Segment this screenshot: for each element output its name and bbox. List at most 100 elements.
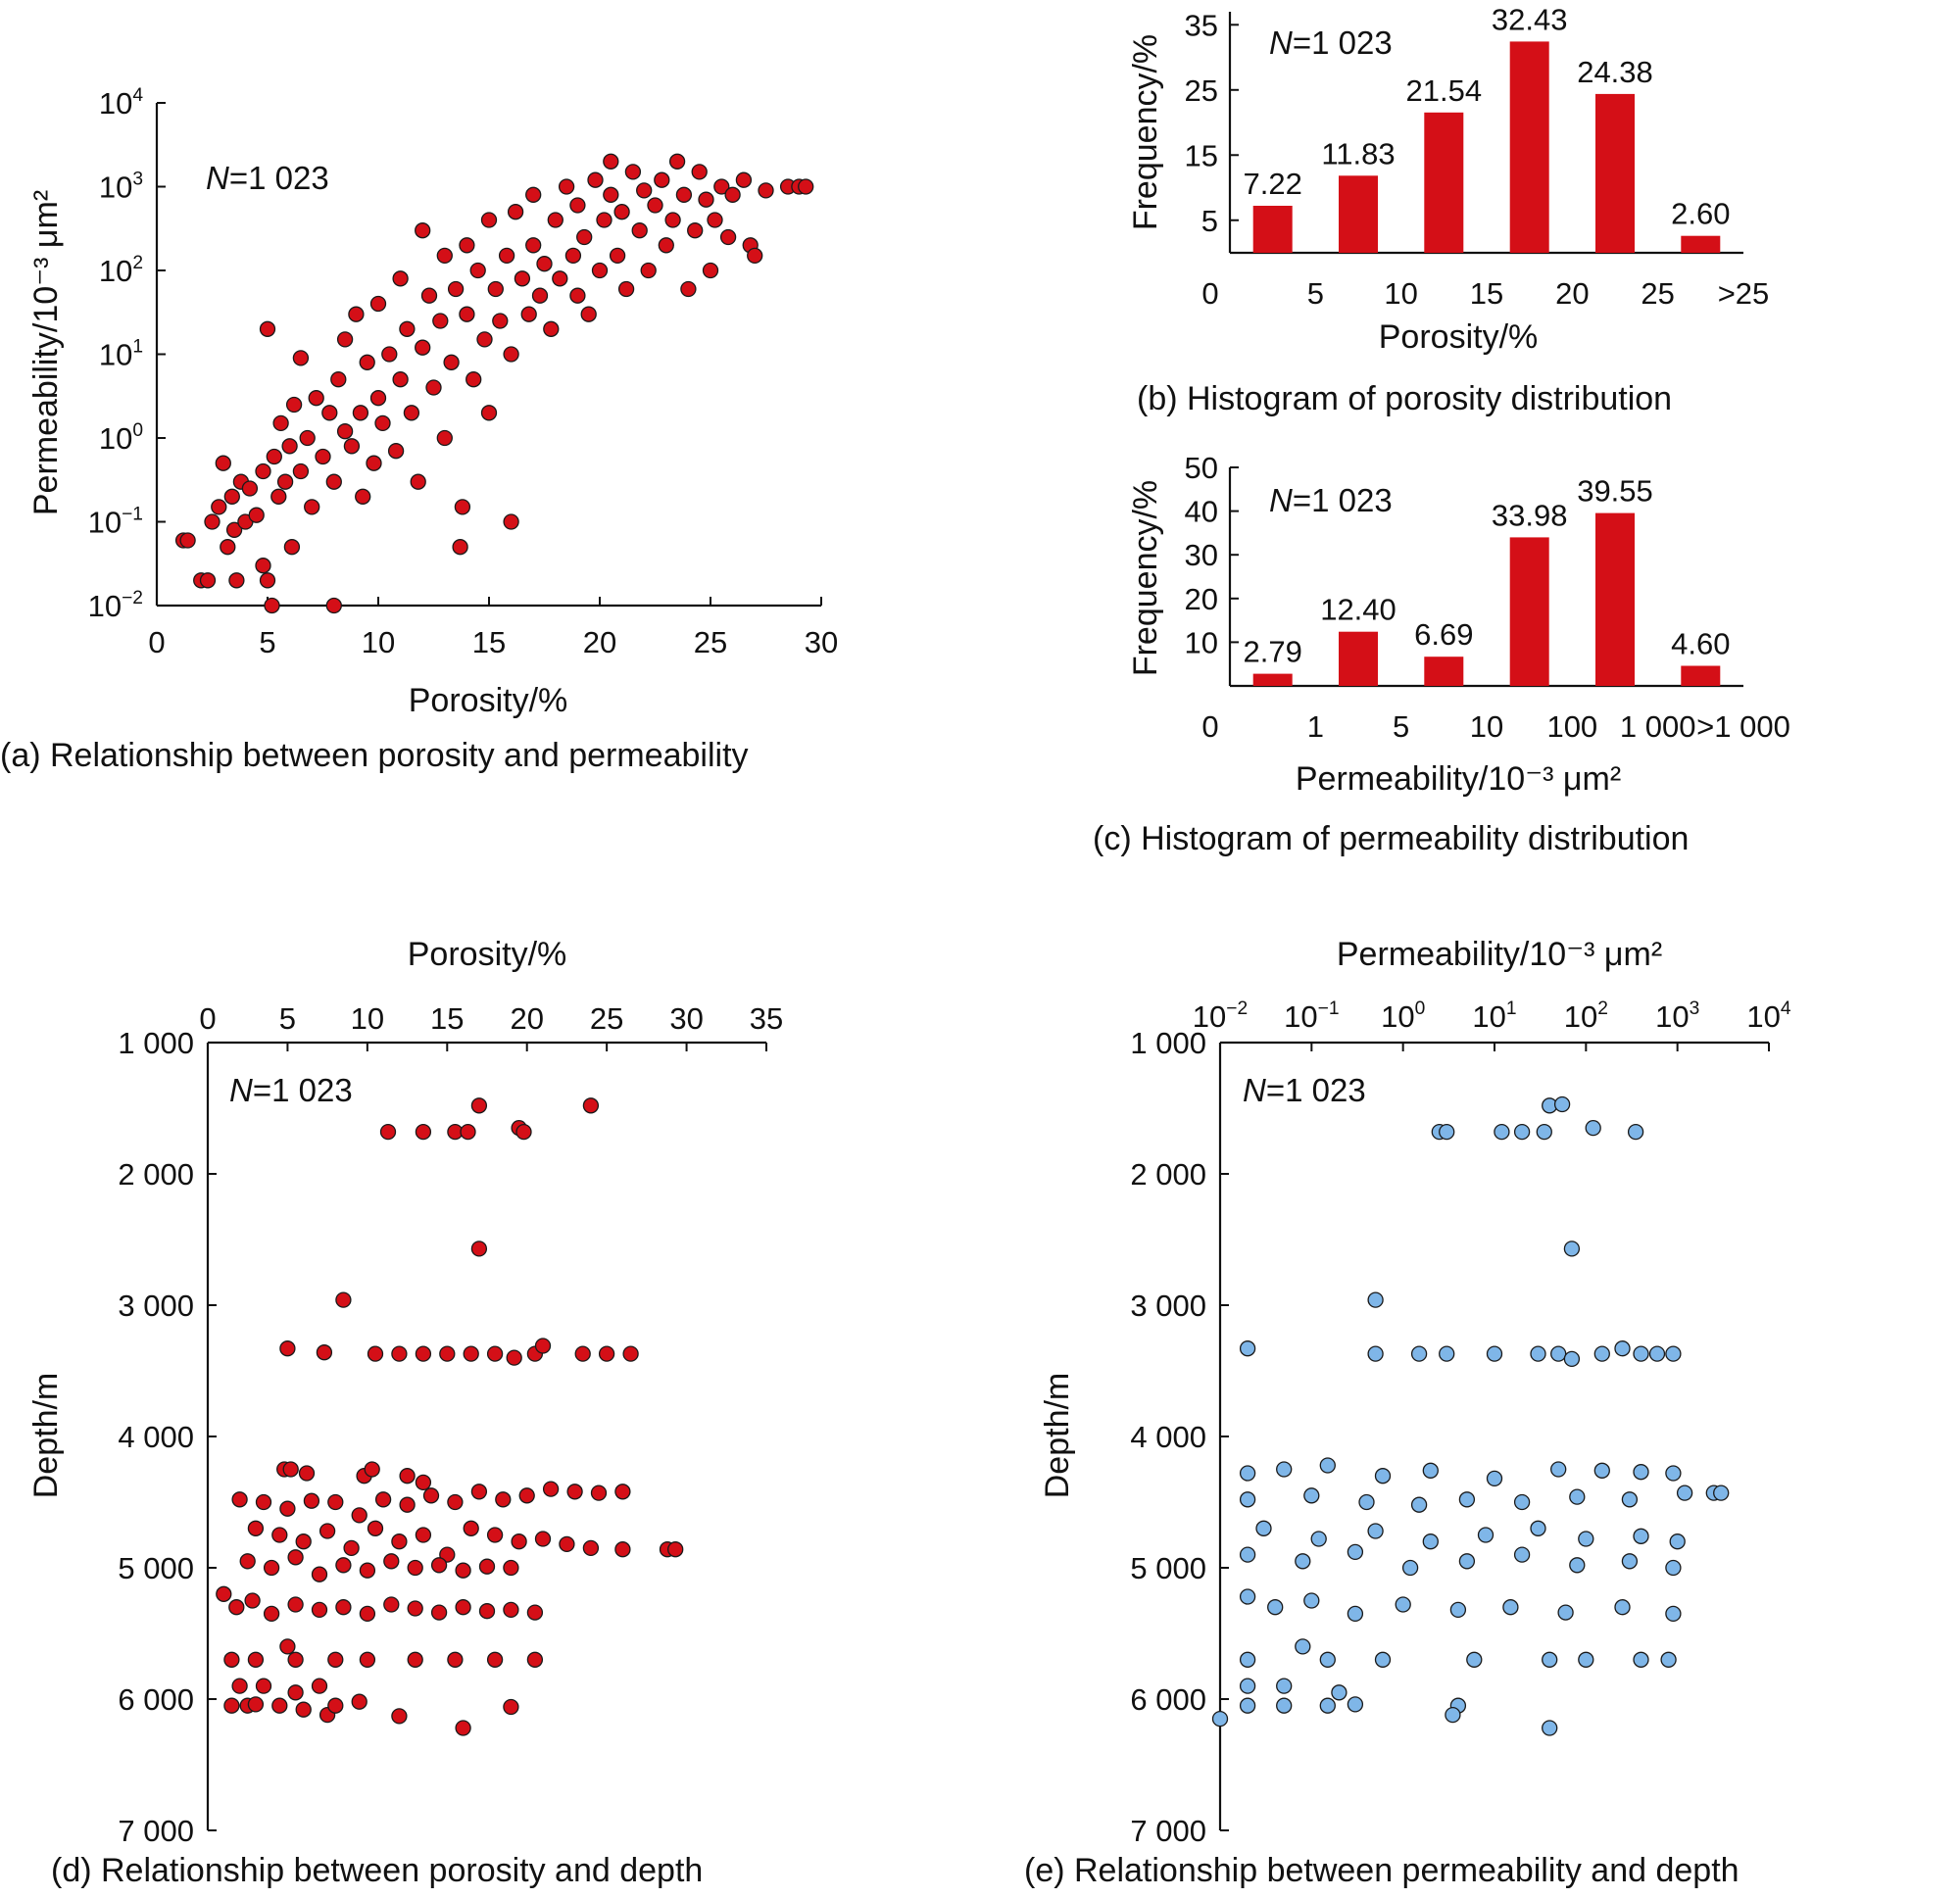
scatter-points xyxy=(1211,1095,1730,1736)
scatter-point xyxy=(520,306,537,322)
scatter-point xyxy=(640,262,657,279)
scatter-point xyxy=(1239,1546,1256,1563)
scatter-point xyxy=(247,1651,265,1668)
scatter-point xyxy=(507,204,524,220)
scatter-point xyxy=(367,1345,384,1362)
scatter-point xyxy=(248,507,265,523)
bar-value-label: 21.54 xyxy=(1406,73,1483,108)
x-tick-label: 35 xyxy=(750,1001,783,1036)
scatter-point xyxy=(534,1338,552,1354)
bar xyxy=(1509,537,1549,686)
scatter-point xyxy=(486,1527,504,1543)
scatter-point xyxy=(1445,1706,1461,1724)
x-tick-label: 10−2 xyxy=(1193,998,1248,1034)
scatter-point xyxy=(1422,1462,1439,1479)
x-tick-label: 30 xyxy=(805,625,838,659)
scatter-point xyxy=(425,379,442,396)
scatter-point xyxy=(1466,1651,1483,1668)
scatter-point xyxy=(228,572,245,589)
y-tick-label: 40 xyxy=(1185,495,1218,529)
scatter-point xyxy=(369,295,387,313)
scatter-point xyxy=(407,1559,423,1577)
scatter-point xyxy=(691,164,708,180)
bar xyxy=(1424,112,1464,253)
scatter-point xyxy=(460,1123,476,1141)
bar-value-label: 2.79 xyxy=(1243,635,1301,669)
scatter-point xyxy=(327,1493,344,1511)
scatter-point xyxy=(1477,1527,1494,1543)
y-tick-label: 100 xyxy=(99,420,143,456)
scatter-point xyxy=(369,390,387,407)
scatter-point xyxy=(1569,1557,1586,1574)
chart-d-axes xyxy=(206,1041,766,1830)
scatter-point xyxy=(1486,1345,1503,1362)
x-tick-label: >1 000 xyxy=(1696,709,1790,744)
scatter-point xyxy=(1648,1345,1666,1362)
scatter-point xyxy=(636,182,653,199)
bar xyxy=(1252,673,1293,686)
scatter-point xyxy=(1395,1596,1411,1613)
scatter-point xyxy=(1665,1345,1682,1362)
x-tick-label: 20 xyxy=(1555,276,1589,311)
scatter-point xyxy=(335,1291,352,1308)
scatter-point xyxy=(469,262,486,279)
scatter-point xyxy=(1486,1470,1503,1487)
scatter-point xyxy=(244,1592,261,1609)
scatter-point xyxy=(1633,1528,1649,1544)
y-tick-label: 6 000 xyxy=(1130,1682,1206,1717)
scatter-point xyxy=(466,371,482,388)
y-tick-label: 35 xyxy=(1185,8,1218,42)
scatter-point xyxy=(410,473,426,490)
scatter-point xyxy=(668,153,686,170)
bar-value-label: 33.98 xyxy=(1492,498,1568,532)
scatter-point xyxy=(335,1599,352,1616)
scatter-point xyxy=(503,1559,519,1577)
scatter-point xyxy=(351,1507,368,1524)
scatter-point xyxy=(1255,1520,1272,1536)
x-tick-label: 10 xyxy=(1384,276,1417,311)
y-tick-label: 10−1 xyxy=(88,504,143,539)
scatter-point xyxy=(1449,1601,1467,1619)
scatter-point xyxy=(1367,1345,1384,1362)
scatter-point xyxy=(351,1693,368,1710)
x-tick-label: >25 xyxy=(1718,276,1770,311)
scatter-point xyxy=(609,247,626,265)
scatter-point xyxy=(559,1535,575,1553)
scatter-point xyxy=(1239,1678,1256,1694)
scatter-point xyxy=(558,178,575,195)
scatter-point xyxy=(1633,1651,1649,1668)
y-tick-label: 25 xyxy=(1185,73,1218,108)
scatter-point xyxy=(614,1541,631,1558)
scatter-point xyxy=(455,1720,471,1736)
y-tick-label: 104 xyxy=(99,85,143,121)
scatter-point xyxy=(281,438,298,455)
scatter-point xyxy=(486,1651,504,1668)
scatter-point xyxy=(1319,1697,1336,1714)
scatter-point xyxy=(364,1461,380,1478)
scatter-point xyxy=(216,1585,232,1602)
scatter-point xyxy=(506,1349,522,1366)
sample-count-annotation: N=1 023 xyxy=(1269,24,1393,61)
x-tick-label: 102 xyxy=(1564,998,1608,1034)
scatter-point xyxy=(452,539,468,556)
y-tick-label: 5 000 xyxy=(118,1551,194,1585)
scatter-point xyxy=(447,280,465,298)
scatter-point xyxy=(1627,1123,1644,1141)
scatter-point xyxy=(1319,1651,1336,1668)
scatter-point xyxy=(359,354,375,370)
x-tick-label: 5 xyxy=(279,1001,296,1036)
y-tick-label: 2 000 xyxy=(1130,1157,1206,1192)
scatter-point xyxy=(591,262,609,279)
scatter-point xyxy=(1267,1599,1284,1616)
scatter-point xyxy=(1633,1345,1649,1362)
bar-value-label: 7.22 xyxy=(1243,167,1301,201)
scatter-point xyxy=(476,331,493,348)
scatter-point xyxy=(1669,1533,1686,1550)
scatter-point xyxy=(598,1345,615,1362)
x-tick-label: 1 xyxy=(1307,709,1324,744)
scatter-point xyxy=(459,237,475,254)
scatter-point xyxy=(518,1487,535,1504)
scatter-point xyxy=(1310,1531,1327,1547)
x-tick-label: 5 xyxy=(1307,276,1324,311)
sample-count-annotation: N=1 023 xyxy=(229,1072,353,1108)
